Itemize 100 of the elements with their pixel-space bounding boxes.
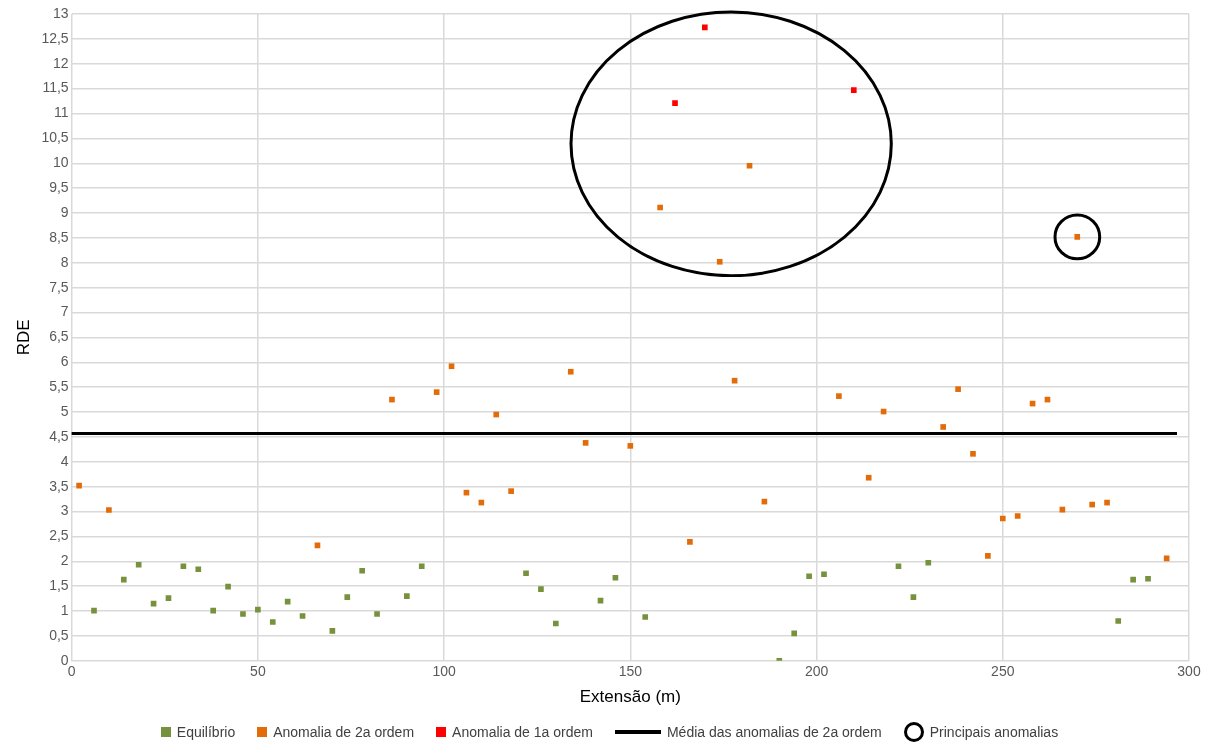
y-tick-label: 1,5 (49, 577, 69, 594)
point (76, 482, 82, 489)
point (687, 539, 693, 545)
x-tick-label: 200 (804, 663, 829, 680)
point (582, 440, 589, 446)
point (985, 552, 991, 559)
legend-label: Média das anomalias de 2a ordem (666, 724, 882, 740)
point (165, 595, 172, 601)
point (955, 386, 961, 392)
y-tick-label: 8,5 (49, 228, 69, 245)
point (627, 443, 634, 449)
point (359, 567, 365, 574)
point (746, 162, 753, 169)
point (299, 613, 306, 619)
y-tick-label: 1 (60, 601, 69, 618)
point (448, 363, 455, 370)
y-tick-label: 2,5 (49, 527, 69, 544)
y-tick-label: 12 (53, 54, 69, 71)
x-tick-label: 100 (432, 663, 456, 680)
x-tick-label: 250 (991, 663, 1015, 680)
point (895, 563, 902, 570)
point (910, 594, 917, 600)
point (672, 100, 678, 106)
point (1014, 513, 1021, 519)
point (240, 611, 246, 617)
point (1089, 501, 1095, 508)
y-tick-label: 7 (60, 303, 69, 320)
point (850, 87, 857, 93)
point (210, 607, 217, 614)
point (508, 488, 514, 494)
x-tick-label: 300 (1177, 663, 1201, 680)
y-tick-label: 11,5 (42, 79, 69, 96)
y-tick-label: 8 (60, 253, 69, 270)
point (1163, 555, 1170, 562)
point (1115, 618, 1122, 624)
point (106, 507, 112, 513)
point (433, 389, 440, 395)
point (195, 566, 202, 573)
point (567, 368, 574, 375)
y-tick-label: 6,5 (49, 328, 69, 345)
point (821, 571, 827, 578)
y-tick-label: 4 (60, 452, 69, 469)
y-tick-label: 0 (60, 651, 69, 668)
point (940, 424, 947, 430)
y-tick-label: 10 (53, 154, 69, 171)
point (716, 258, 723, 265)
point (553, 620, 559, 627)
point (731, 377, 738, 384)
point (806, 573, 812, 580)
point (269, 619, 276, 625)
legend-label: Equilíbrio (176, 724, 236, 740)
y-tick-label: 3 (60, 502, 69, 519)
point (135, 561, 142, 568)
point (493, 411, 500, 418)
point (374, 611, 380, 617)
point (91, 607, 97, 614)
point (657, 204, 663, 211)
point (418, 563, 425, 570)
x-axis-title: Extensão (m) (579, 687, 681, 707)
point (180, 563, 187, 570)
point (865, 474, 872, 481)
x-tick-label: 50 (250, 663, 266, 680)
point (255, 606, 261, 613)
point (1130, 576, 1136, 583)
legend-label: Anomalia de 1a ordem (452, 724, 593, 740)
point (120, 576, 127, 583)
point (701, 24, 708, 31)
text: Principais anomalias (929, 724, 1059, 740)
y-axis-title: RDE (13, 319, 33, 356)
y-tick-label: 2 (60, 552, 69, 569)
point (612, 574, 619, 581)
y-tick-label: 5,5 (49, 378, 69, 395)
y-tick-label: 12,5 (41, 29, 69, 46)
y-tick-label: 11 (54, 104, 69, 121)
point (925, 559, 932, 566)
point (404, 593, 410, 599)
point (344, 594, 351, 600)
point (538, 586, 544, 592)
y-tick-label: 4,5 (49, 427, 69, 444)
y-tick-label: 5 (60, 402, 69, 419)
point (389, 396, 395, 403)
point (836, 393, 842, 399)
point (999, 515, 1006, 522)
point (642, 614, 649, 620)
y-tick-label: 7,5 (49, 278, 69, 295)
point (970, 451, 976, 457)
x-tick-label: 150 (618, 663, 643, 680)
y-tick-label: 3,5 (49, 477, 69, 494)
point (1104, 499, 1110, 506)
legend-label: Anomalia de 2a ordem (273, 724, 415, 740)
point (225, 583, 231, 590)
point (791, 630, 798, 637)
point (523, 570, 529, 577)
y-tick-label: 9,5 (49, 179, 69, 195)
y-tick-label: 6 (60, 353, 69, 370)
y-tick-label: 10,5 (41, 129, 69, 146)
y-tick-label: 13 (53, 4, 69, 21)
point (1145, 575, 1151, 582)
point (329, 628, 336, 634)
y-tick-label: 9 (60, 203, 69, 220)
